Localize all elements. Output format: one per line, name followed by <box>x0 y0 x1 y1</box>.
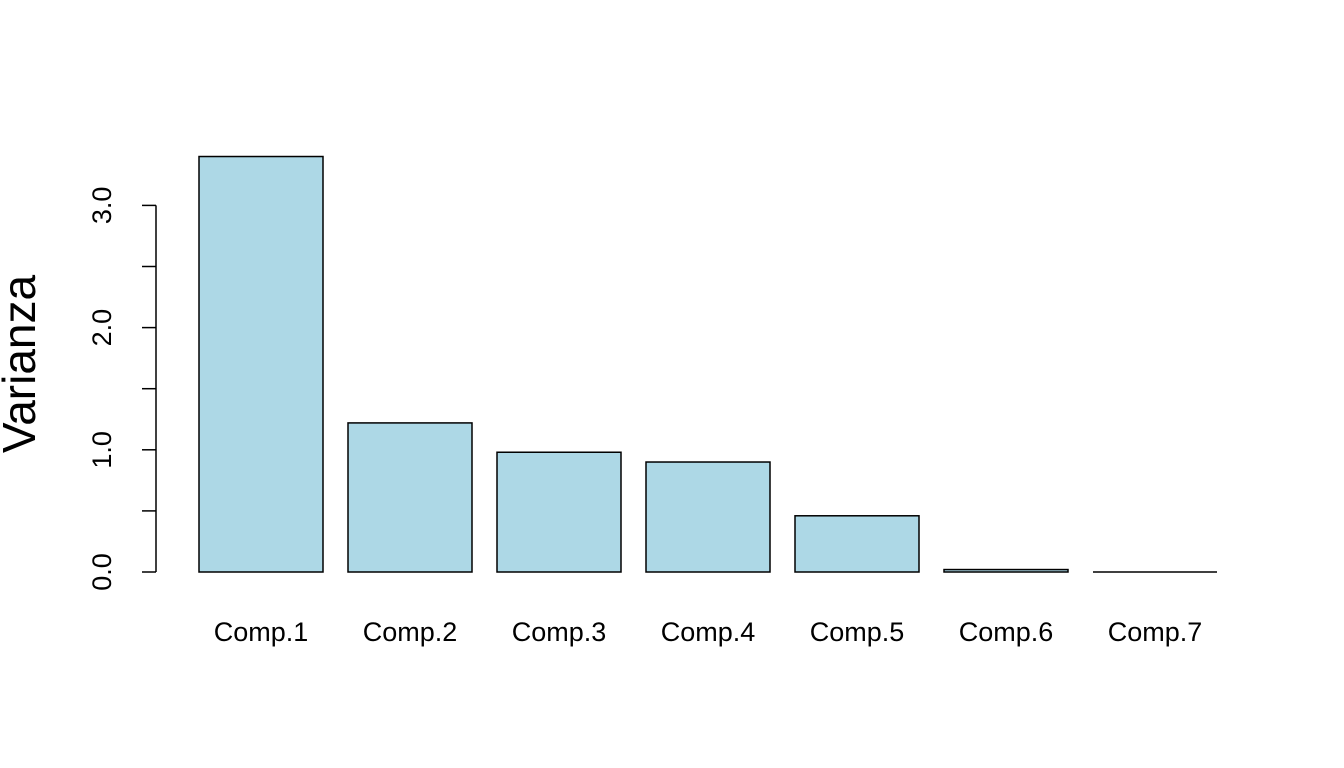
bar <box>794 515 920 573</box>
bar <box>496 451 622 573</box>
y-tick-label: 3.0 <box>87 187 117 225</box>
y-axis: 0.0 1.0 2.0 3.0 <box>87 187 157 591</box>
category-label: Comp.3 <box>512 617 607 647</box>
category-labels: Comp.1 Comp.2 Comp.3 Comp.4 Comp.5 Comp.6 Comp… <box>214 617 1203 647</box>
category-label: Comp.6 <box>959 617 1054 647</box>
bar <box>347 422 473 573</box>
y-tick-label: 0.0 <box>87 553 117 591</box>
category-label: Comp.2 <box>363 617 458 647</box>
category-label: Comp.4 <box>661 617 756 647</box>
y-tick-label: 1.0 <box>87 431 117 469</box>
bars <box>198 155 1217 573</box>
category-label: Comp.7 <box>1108 617 1203 647</box>
bar <box>943 568 1069 573</box>
bar <box>198 155 324 573</box>
bar <box>645 461 771 573</box>
y-tick-label: 2.0 <box>87 309 117 347</box>
y-axis-title: Varianza <box>0 275 45 454</box>
category-label: Comp.5 <box>810 617 905 647</box>
category-label: Comp.1 <box>214 617 309 647</box>
